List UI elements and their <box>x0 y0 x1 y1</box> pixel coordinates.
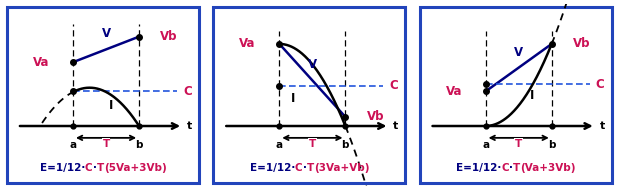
Text: C: C <box>183 85 192 98</box>
Text: b: b <box>548 140 555 150</box>
Text: Va: Va <box>33 56 50 69</box>
Text: Va: Va <box>446 85 462 98</box>
Text: V: V <box>308 58 317 71</box>
Text: C: C <box>595 78 604 91</box>
Text: I: I <box>109 99 113 112</box>
Text: ·: · <box>303 163 306 173</box>
Text: T: T <box>515 139 522 149</box>
Text: E=1/12·: E=1/12· <box>249 163 295 173</box>
Text: Vb: Vb <box>573 37 591 50</box>
Text: V: V <box>102 27 111 40</box>
Text: E=1/12·: E=1/12· <box>456 163 501 173</box>
Text: a: a <box>69 140 77 150</box>
Text: T: T <box>309 139 316 149</box>
Text: T: T <box>102 139 110 149</box>
Text: E=1/12·: E=1/12· <box>40 163 85 173</box>
Text: T: T <box>306 163 314 173</box>
Text: (5Va+3Vb): (5Va+3Vb) <box>104 163 167 173</box>
Text: ·: · <box>509 163 513 173</box>
Text: C: C <box>295 163 303 173</box>
Text: ·: · <box>93 163 97 173</box>
Text: t: t <box>600 121 605 131</box>
Text: I: I <box>529 89 534 101</box>
Text: C: C <box>85 163 93 173</box>
Text: (3Va+Vb): (3Va+Vb) <box>314 163 370 173</box>
Text: a: a <box>276 140 283 150</box>
Text: Vb: Vb <box>366 110 384 123</box>
Text: T: T <box>513 163 520 173</box>
Text: t: t <box>393 121 399 131</box>
Text: I: I <box>291 92 295 105</box>
Text: Va: Va <box>239 37 256 50</box>
Text: b: b <box>136 140 143 150</box>
Text: (Va+3Vb): (Va+3Vb) <box>520 163 576 173</box>
Text: C: C <box>389 79 398 92</box>
Text: b: b <box>342 140 349 150</box>
Text: T: T <box>97 163 104 173</box>
Text: t: t <box>187 121 193 131</box>
Text: C: C <box>501 163 509 173</box>
Text: V: V <box>514 46 523 59</box>
Text: Vb: Vb <box>160 30 178 43</box>
Text: a: a <box>482 140 489 150</box>
